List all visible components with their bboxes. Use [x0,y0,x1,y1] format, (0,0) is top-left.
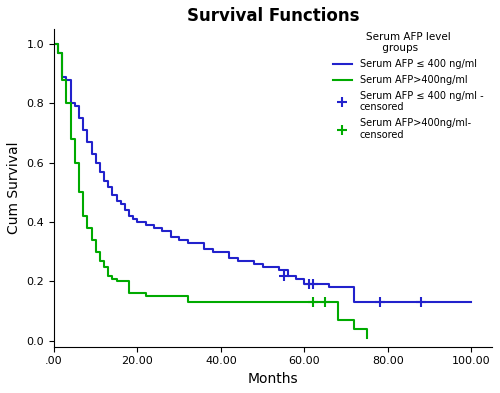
Legend: Serum AFP ≤ 400 ng/ml, Serum AFP>400ng/ml, Serum AFP ≤ 400 ng/ml -
censored, Ser: Serum AFP ≤ 400 ng/ml, Serum AFP>400ng/m… [328,28,488,144]
Title: Survival Functions: Survival Functions [187,7,360,25]
Y-axis label: Cum Survival: Cum Survival [7,142,21,234]
X-axis label: Months: Months [248,372,298,386]
